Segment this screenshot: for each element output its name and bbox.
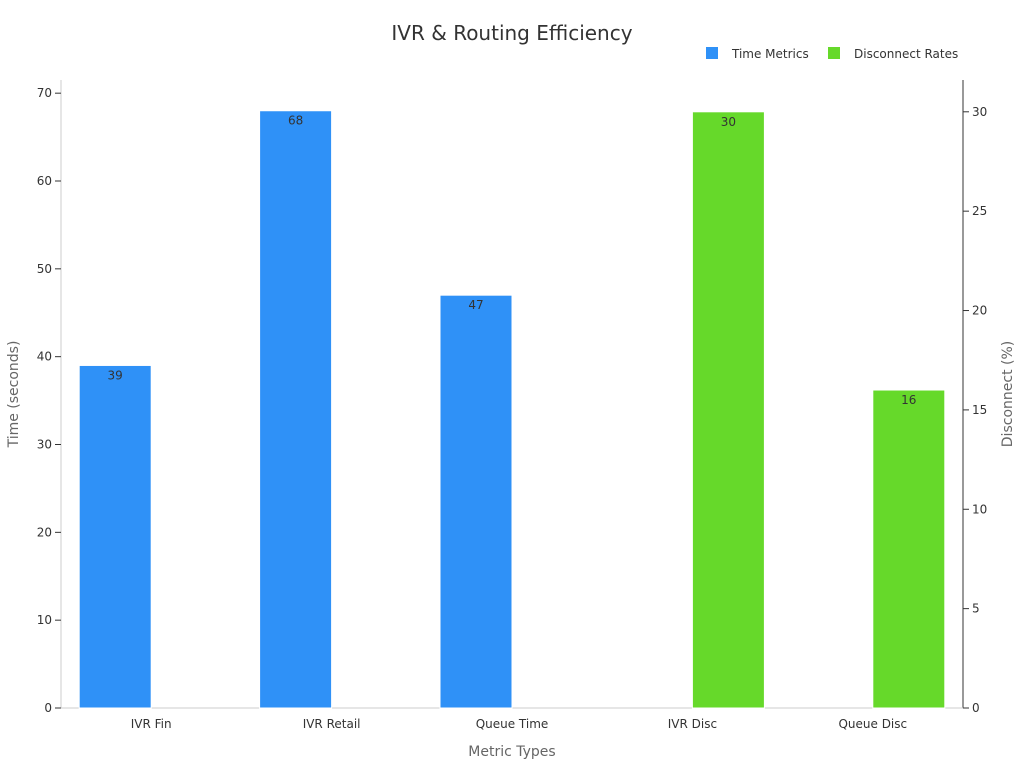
x-axis-label: Metric Types bbox=[468, 744, 555, 760]
y-tick-right-label: 0 bbox=[972, 701, 980, 715]
legend-swatch bbox=[828, 47, 840, 59]
legend-item: Disconnect Rates bbox=[828, 47, 958, 61]
bar bbox=[439, 294, 513, 709]
legend-swatch bbox=[706, 47, 718, 59]
y-axis-left-label: Time (seconds) bbox=[6, 341, 22, 449]
bar-value-label: 16 bbox=[901, 393, 916, 407]
x-tick-label: IVR Fin bbox=[131, 717, 172, 731]
bar-value-label: 47 bbox=[468, 298, 483, 312]
bar-value-label: 39 bbox=[108, 368, 123, 382]
x-tick-label: Queue Time bbox=[476, 717, 549, 731]
legend-item: Time Metrics bbox=[706, 47, 809, 61]
y-tick-left-label: 0 bbox=[44, 701, 52, 715]
y-tick-right-label: 5 bbox=[972, 602, 980, 616]
y-tick-left-label: 70 bbox=[37, 86, 52, 100]
x-tick-label: IVR Disc bbox=[668, 717, 717, 731]
y-tick-right-label: 10 bbox=[972, 502, 987, 516]
x-tick-label: IVR Retail bbox=[303, 717, 361, 731]
legend-label: Time Metrics bbox=[731, 47, 809, 61]
chart-title: IVR & Routing Efficiency bbox=[391, 21, 632, 45]
y-tick-left-label: 20 bbox=[37, 525, 52, 539]
bar bbox=[872, 389, 946, 709]
y-tick-right-label: 25 bbox=[972, 204, 987, 218]
bar-value-label: 30 bbox=[721, 115, 736, 129]
bar bbox=[691, 111, 765, 709]
y-tick-right-label: 30 bbox=[972, 105, 987, 119]
bar bbox=[78, 364, 152, 709]
legend-label: Disconnect Rates bbox=[854, 47, 958, 61]
bar-value-label: 68 bbox=[288, 114, 303, 128]
bar bbox=[259, 110, 333, 709]
y-tick-right-label: 15 bbox=[972, 403, 987, 417]
y-tick-left-label: 10 bbox=[37, 613, 52, 627]
legend: Time Metrics Disconnect Rates bbox=[706, 47, 958, 61]
y-tick-left-label: 40 bbox=[37, 350, 52, 364]
x-tick-label: Queue Disc bbox=[838, 717, 907, 731]
y-tick-left-label: 60 bbox=[37, 174, 52, 188]
y-tick-right-label: 20 bbox=[972, 304, 987, 318]
y-tick-left-label: 50 bbox=[37, 262, 52, 276]
plot-area: 0 10 20 30 40 50 60 70 0 5 10 15 20 25 30 IVR Fin IVR Re… bbox=[37, 80, 987, 731]
y-axis-right-label: Disconnect (%) bbox=[1000, 341, 1016, 447]
y-tick-left-label: 30 bbox=[37, 438, 52, 452]
